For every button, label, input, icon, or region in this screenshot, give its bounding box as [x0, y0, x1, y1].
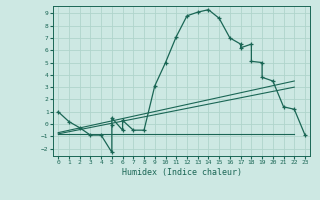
- X-axis label: Humidex (Indice chaleur): Humidex (Indice chaleur): [122, 168, 242, 177]
